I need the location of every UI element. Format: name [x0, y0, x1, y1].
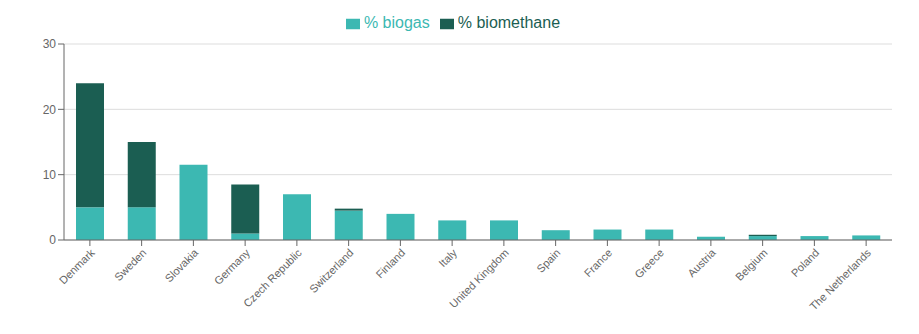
svg-text:10: 10: [43, 168, 57, 182]
svg-text:Finland: Finland: [373, 246, 407, 280]
svg-text:United Kingdom: United Kingdom: [447, 246, 511, 310]
html-text:% biogas: % biogas: [363, 14, 430, 31]
html-text:% biomethane: % biomethane: [457, 14, 561, 31]
svg-text:Poland: Poland: [789, 246, 822, 279]
svg-text:Austria: Austria: [685, 246, 718, 279]
svg-text:France: France: [582, 246, 615, 279]
svg-text:Belgium: Belgium: [733, 246, 770, 283]
svg-text:20: 20: [43, 103, 57, 117]
svg-text:Spain: Spain: [534, 246, 562, 274]
svg-text:Sweden: Sweden: [112, 246, 149, 283]
svg-text:Germany: Germany: [212, 246, 253, 287]
svg-text:Denmark: Denmark: [57, 246, 97, 286]
svg-text:The Netherlands: The Netherlands: [807, 246, 873, 312]
svg-text:Italy: Italy: [436, 246, 459, 269]
svg-text:0: 0: [49, 233, 56, 247]
svg-text:Switzerland: Switzerland: [307, 246, 356, 295]
svg-text:30: 30: [43, 37, 57, 51]
svg-text:Greece: Greece: [632, 246, 666, 280]
svg-text:Czech Republic: Czech Republic: [241, 246, 304, 309]
svg-text:Slovakia: Slovakia: [162, 246, 201, 285]
